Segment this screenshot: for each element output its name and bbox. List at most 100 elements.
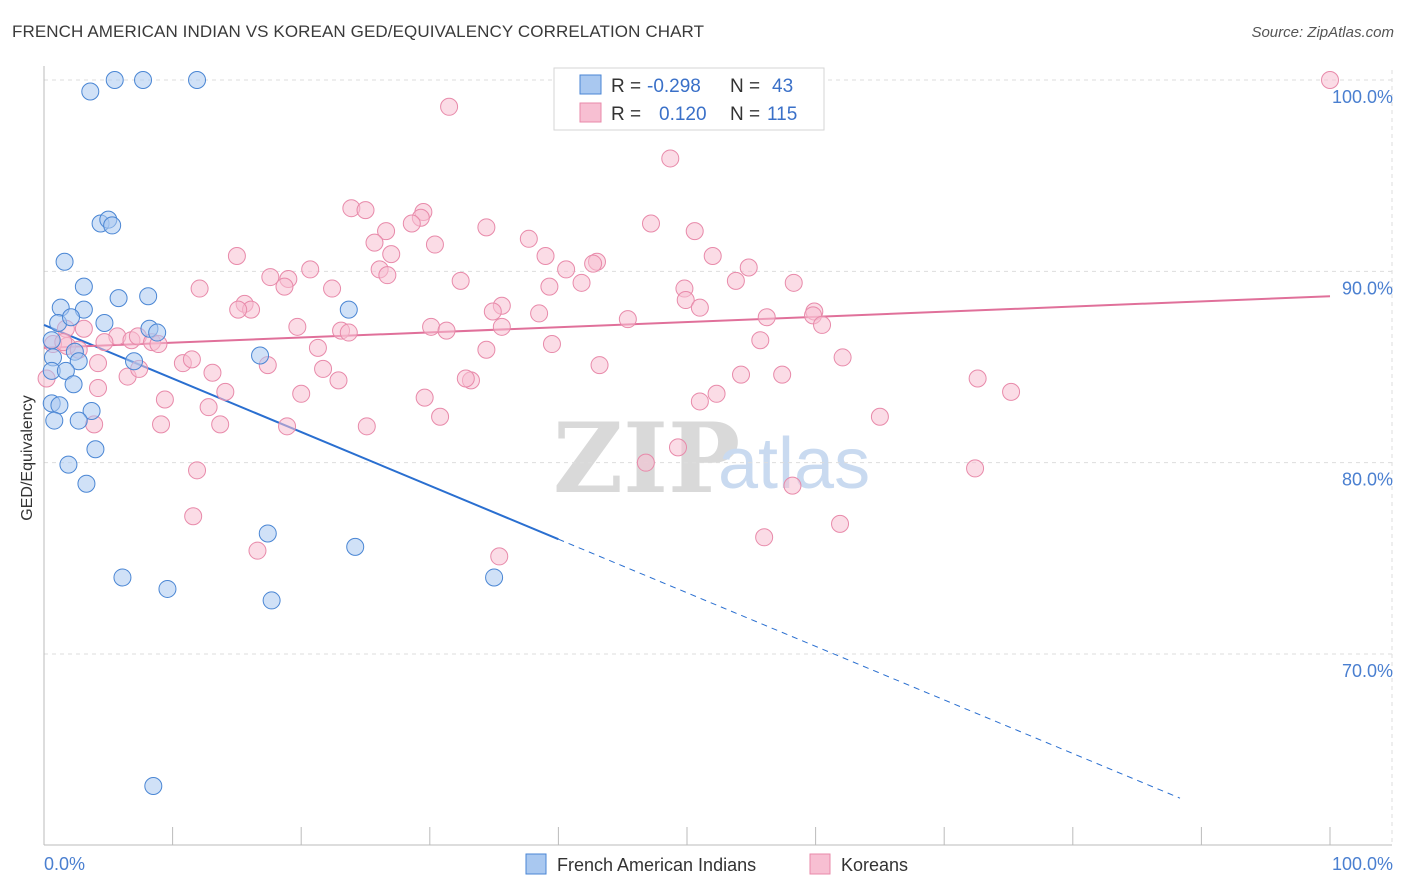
data-point-koreans <box>301 260 320 279</box>
legend-swatch-pink <box>579 102 602 123</box>
data-point-french-american-indians <box>251 346 270 365</box>
data-point-koreans <box>690 298 709 317</box>
trend-lines <box>43 295 1331 799</box>
data-point-koreans <box>188 461 207 480</box>
data-point-koreans <box>726 271 745 290</box>
data-point-french-american-indians <box>42 331 61 350</box>
data-point-koreans <box>557 260 576 279</box>
y-tick-label: 80.0% <box>1342 470 1393 490</box>
data-point-koreans <box>870 407 889 426</box>
data-point-koreans <box>636 453 655 472</box>
data-point-koreans <box>451 271 470 290</box>
data-point-french-american-indians <box>258 524 277 543</box>
watermark: ZIP atlas <box>553 402 870 515</box>
data-point-koreans <box>690 392 709 411</box>
data-point-koreans <box>329 371 348 390</box>
data-point-koreans <box>182 350 201 369</box>
data-point-koreans <box>641 214 660 233</box>
data-point-koreans <box>676 291 695 310</box>
data-point-french-american-indians <box>69 411 88 430</box>
data-point-koreans <box>542 335 561 354</box>
data-point-koreans <box>292 384 311 403</box>
data-point-koreans <box>155 390 174 409</box>
data-point-french-american-indians <box>55 252 74 271</box>
data-point-koreans <box>216 382 235 401</box>
data-point-french-american-indians <box>339 300 358 319</box>
data-point-koreans <box>211 415 230 434</box>
data-point-french-american-indians <box>74 277 93 296</box>
data-point-french-american-indians <box>188 71 207 89</box>
legend-swatch-blue <box>579 74 602 95</box>
data-point-koreans <box>323 279 342 298</box>
data-point-koreans <box>618 310 637 329</box>
data-point-koreans <box>492 317 511 336</box>
data-point-koreans <box>89 379 108 398</box>
data-point-koreans <box>477 340 496 359</box>
data-point-french-american-indians <box>56 361 75 380</box>
data-point-koreans <box>378 266 397 285</box>
data-point-koreans <box>227 247 246 266</box>
data-point-koreans <box>540 277 559 296</box>
data-point-koreans <box>751 331 770 350</box>
data-point-koreans <box>755 528 774 547</box>
data-point-koreans <box>229 300 248 319</box>
x-tick-label: 0.0% <box>44 854 85 874</box>
data-point-french-american-indians <box>485 568 504 587</box>
data-point-french-american-indians <box>69 352 88 371</box>
data-point-koreans <box>483 302 502 321</box>
data-point-koreans <box>1321 71 1339 89</box>
data-point-koreans <box>707 384 726 403</box>
series-legend-label-pink: Koreans <box>841 855 908 875</box>
y-tick-label: 70.0% <box>1342 661 1393 681</box>
data-point-koreans <box>422 317 441 336</box>
data-points <box>37 71 1339 796</box>
data-point-french-american-indians <box>262 591 281 610</box>
data-point-koreans <box>739 258 758 277</box>
data-point-french-american-indians <box>103 216 122 235</box>
data-point-french-american-indians <box>82 402 101 421</box>
correlation-legend: R = -0.298 N = 43 R = 0.120 N = 115 <box>553 67 825 131</box>
data-point-koreans <box>377 222 396 241</box>
data-point-koreans <box>402 214 421 233</box>
trend-line-koreans <box>43 295 1331 349</box>
data-point-koreans <box>590 356 609 375</box>
data-point-koreans <box>356 201 375 220</box>
data-point-french-american-indians <box>148 323 167 342</box>
data-point-french-american-indians <box>59 455 78 474</box>
data-point-koreans <box>530 304 549 323</box>
data-point-french-american-indians <box>134 71 153 89</box>
data-point-koreans <box>703 247 722 266</box>
legend-n-label-blue: N = <box>730 76 760 97</box>
data-point-koreans <box>783 476 802 495</box>
data-point-koreans <box>278 417 297 436</box>
data-point-koreans <box>437 321 456 340</box>
legend-n-value-pink: 115 <box>767 104 797 125</box>
data-point-koreans <box>966 459 985 478</box>
data-point-koreans <box>152 415 171 434</box>
data-point-koreans <box>813 315 832 334</box>
data-point-koreans <box>275 277 294 296</box>
data-point-koreans <box>757 308 776 327</box>
data-point-french-american-indians <box>139 287 158 306</box>
y-tick-label: 90.0% <box>1342 278 1393 298</box>
data-point-french-american-indians <box>158 579 177 598</box>
data-point-koreans <box>248 541 267 560</box>
y-axis-title: GED/Equivalency <box>19 395 36 520</box>
x-tick-label: 100.0% <box>1332 854 1393 874</box>
data-point-koreans <box>382 245 401 264</box>
data-point-koreans <box>190 279 209 298</box>
data-point-koreans <box>968 369 987 388</box>
axes: 100.0% 90.0% 80.0% 70.0% 0.0% 100.0% <box>43 66 1393 874</box>
data-point-koreans <box>456 369 475 388</box>
data-point-koreans <box>339 323 358 342</box>
data-point-koreans <box>833 348 852 367</box>
legend-n-label-pink: N = <box>730 104 760 125</box>
series-legend-swatch-blue <box>525 853 547 875</box>
data-point-koreans <box>357 417 376 436</box>
legend-r-value-pink: 0.120 <box>659 104 707 125</box>
y-tick-label: 100.0% <box>1332 87 1393 107</box>
data-point-koreans <box>308 338 327 357</box>
legend-n-value-blue: 43 <box>772 76 793 97</box>
data-point-koreans <box>288 317 307 336</box>
